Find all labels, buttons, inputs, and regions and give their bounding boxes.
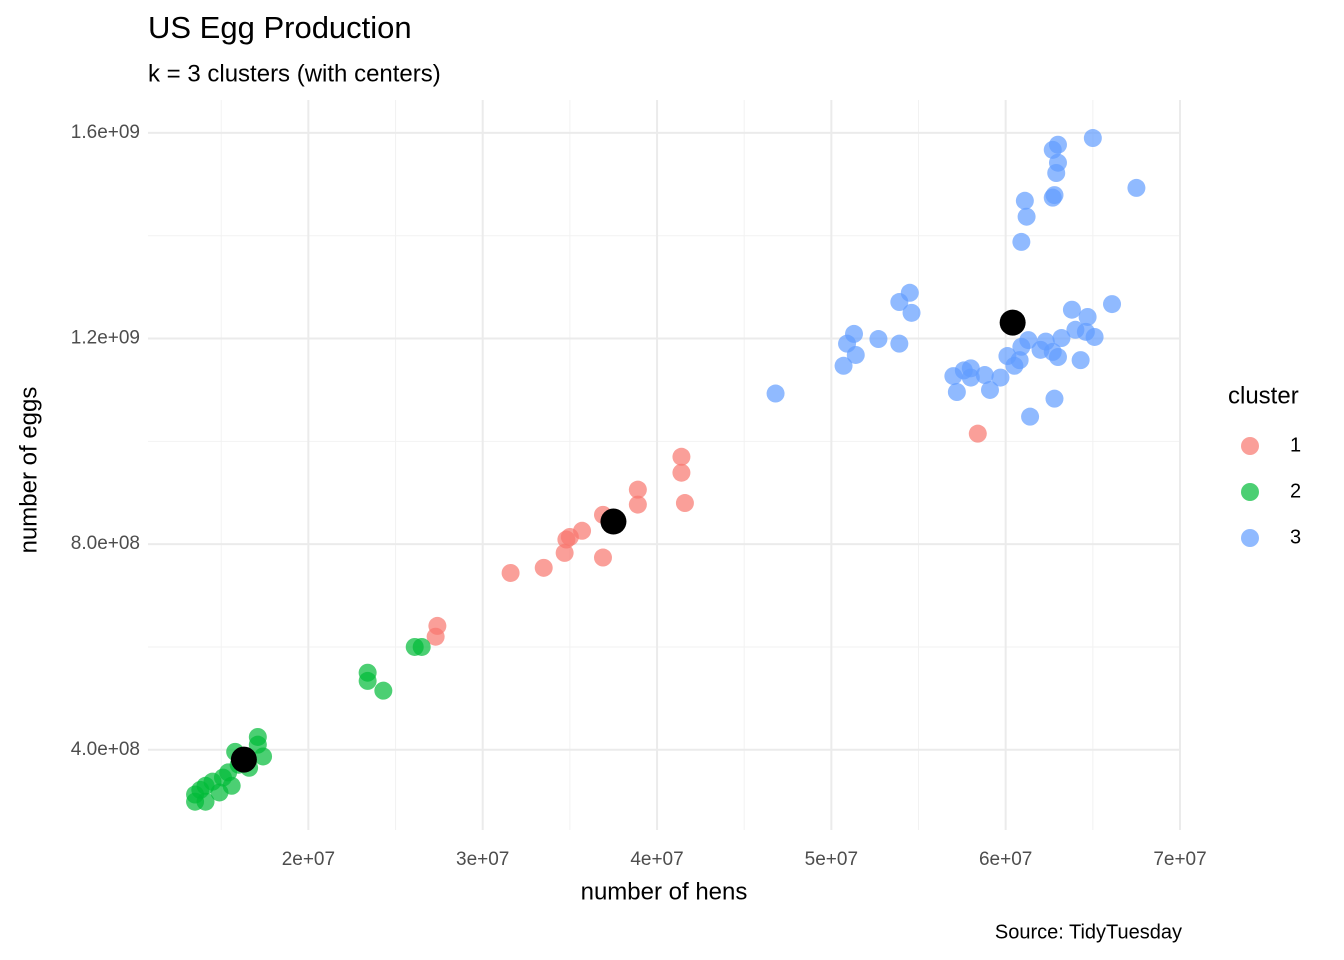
point (845, 324, 864, 343)
point (1085, 327, 1104, 346)
point (1017, 207, 1036, 226)
point (1045, 186, 1064, 205)
legend-swatch (1241, 529, 1259, 547)
point (254, 747, 273, 766)
y-tick-label: 4.0e+08 (71, 739, 140, 760)
center-point (600, 508, 627, 535)
point (555, 543, 574, 562)
point (1083, 129, 1102, 148)
point (628, 480, 647, 499)
point (1012, 232, 1031, 251)
x-tick-label: 3e+07 (456, 849, 509, 870)
point (374, 681, 393, 700)
point (890, 334, 909, 353)
y-axis-label: number of eggs (15, 387, 42, 554)
point (358, 671, 377, 690)
point (1048, 135, 1067, 154)
x-tick-label: 7e+07 (1153, 849, 1206, 870)
x-tick-label: 5e+07 (805, 849, 858, 870)
point (766, 384, 785, 403)
point (834, 356, 853, 375)
point (628, 495, 647, 514)
point (534, 558, 553, 577)
point (961, 368, 980, 387)
point (980, 380, 999, 399)
point (426, 627, 445, 646)
point (1019, 331, 1038, 350)
point (869, 330, 888, 349)
point (412, 637, 431, 656)
point (219, 763, 238, 782)
point (196, 792, 215, 811)
point (1052, 329, 1071, 348)
point (1045, 389, 1064, 408)
center-point (999, 309, 1026, 336)
point (1103, 295, 1122, 314)
point (1010, 351, 1029, 370)
point (947, 383, 966, 401)
y-tick-label: 8.0e+08 (71, 533, 140, 554)
point (593, 548, 612, 567)
point (1062, 300, 1081, 319)
y-tick-label: 1.2e+09 (71, 328, 140, 349)
x-tick-label: 4e+07 (630, 849, 683, 870)
chart-title: US Egg Production (148, 10, 412, 45)
point (968, 424, 987, 443)
legend-label: 3 (1290, 526, 1301, 548)
point (672, 447, 691, 466)
legend-swatch (1241, 437, 1259, 455)
point (675, 494, 694, 513)
x-axis-label: number of hens (581, 878, 748, 905)
legend-swatch (1241, 483, 1259, 501)
point (975, 366, 994, 385)
caption: Source: TidyTuesday (995, 921, 1182, 943)
point (501, 563, 520, 582)
point (846, 345, 865, 364)
point (1015, 191, 1034, 210)
point (573, 521, 592, 540)
point (1071, 351, 1090, 370)
x-tick-label: 2e+07 (282, 849, 335, 870)
center-point (230, 746, 257, 773)
chart-subtitle: k = 3 clusters (with centers) (148, 60, 441, 87)
legend-title: cluster (1228, 382, 1299, 409)
point (672, 463, 691, 482)
point (1048, 348, 1067, 367)
point (991, 368, 1010, 387)
point (1021, 407, 1040, 426)
legend-label: 2 (1290, 480, 1301, 502)
y-tick-label: 1.6e+09 (71, 122, 140, 143)
x-tick-label: 6e+07 (979, 849, 1032, 870)
legend-label: 1 (1290, 434, 1301, 456)
point (1127, 178, 1146, 197)
point (1078, 307, 1097, 326)
point (902, 303, 921, 322)
point (900, 283, 919, 302)
